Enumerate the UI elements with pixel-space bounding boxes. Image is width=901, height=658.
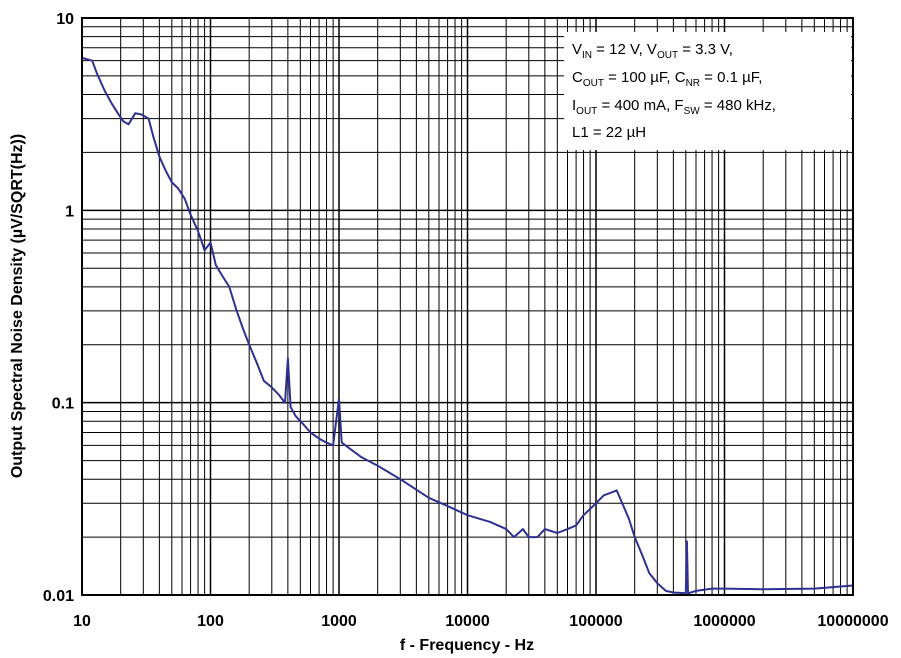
x-tick-label: 10000000 — [817, 613, 888, 630]
x-tick-label: 10000 — [445, 613, 490, 630]
y-tick-label: 10 — [56, 11, 74, 28]
x-tick-label: 1000000 — [693, 613, 755, 630]
x-axis-label: f - Frequency - Hz — [400, 637, 534, 654]
annotation-line-3: IOUT = 400 mA, FSW = 480 kHz, — [572, 97, 776, 117]
x-tick-labels: 10 100 1000 10000 100000 1000000 10000000 — [73, 613, 889, 630]
x-tick-label: 10 — [73, 613, 91, 630]
annotation-line-1: VIN = 12 V, VOUT = 3.3 V, — [572, 41, 733, 61]
annotation-line-4: L1 = 22 µH — [572, 124, 646, 141]
x-tick-label: 1000 — [321, 613, 357, 630]
y-tick-label: 1 — [65, 203, 74, 220]
x-tick-label: 100 — [197, 613, 224, 630]
annotation-line-2: COUT = 100 µF, CNR = 0.1 µF, — [572, 69, 762, 89]
series-line-0 — [81, 56, 854, 595]
y-tick-labels: 0.01 0.1 1 10 — [43, 11, 74, 605]
plot-frame — [81, 17, 854, 596]
y-axis-label: Output Spectral Noise Density (µV/SQRT(H… — [9, 134, 26, 478]
y-tick-label: 0.1 — [52, 396, 74, 413]
annotation-box: VIN = 12 V, VOUT = 3.3 V, COUT = 100 µF,… — [564, 32, 851, 150]
y-tick-label: 0.01 — [43, 588, 74, 605]
x-tick-label: 100000 — [569, 613, 622, 630]
